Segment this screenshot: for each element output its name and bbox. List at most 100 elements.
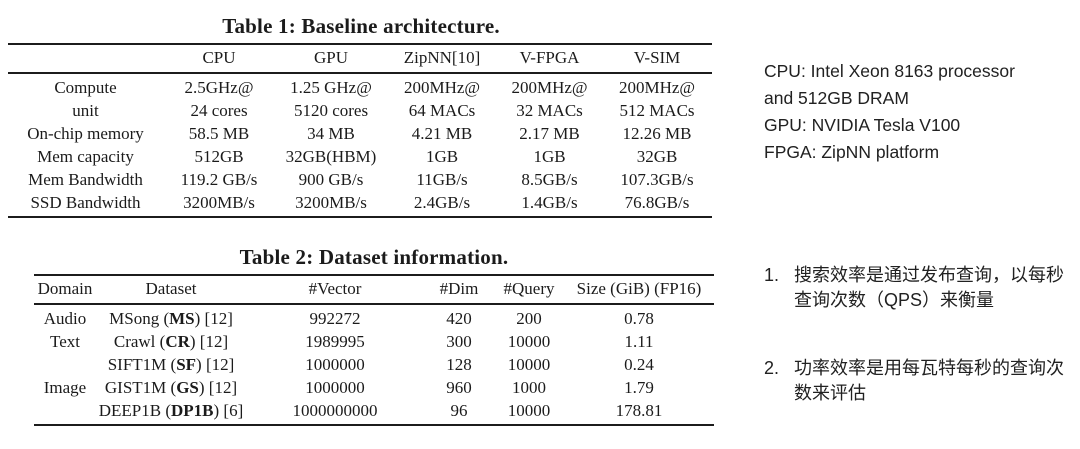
table1-col-header-blank: [8, 44, 163, 74]
dataset-citation: ) [12]: [194, 309, 233, 328]
cell-size: 1.11: [624, 332, 654, 351]
dataset-citation: ) [6]: [213, 401, 244, 420]
cell-domain: [34, 353, 96, 376]
hardware-note-line: FPGA: ZipNN platform: [764, 142, 940, 162]
cell-dataset: SIFT1M (SF) [12]: [96, 353, 246, 376]
cell-domain: [34, 399, 96, 425]
table1-row-onchip-memory: On-chip memory 58.5 MB 34 MB 4.21 MB 2.1…: [8, 122, 712, 145]
cell-vsim: 76.8GB/s: [624, 193, 690, 212]
dataset-name: GIST1M (: [104, 378, 177, 397]
dataset-name: Crawl (: [113, 332, 166, 351]
cell-zipnn: 1GB: [425, 147, 459, 166]
cell-domain: Audio: [43, 309, 87, 328]
baseline-architecture-table: CPU GPU ZipNN[10] V-FPGA V-SIM Compute u…: [8, 43, 712, 218]
table2-col-header-dim: #Dim: [424, 275, 494, 305]
cell-vectors: 1000000: [305, 378, 365, 397]
row-label: SSD Bandwidth: [30, 193, 141, 212]
cell-dataset: Crawl (CR) [12]: [96, 330, 246, 353]
cell-dim: 128: [446, 355, 472, 374]
hardware-note-line: and 512GB DRAM: [764, 88, 909, 108]
cell-zipnn: 4.21 MB: [411, 124, 473, 143]
note-text: 搜索效率是通过发布查询，以每秒 查询次数（QPS）来衡量: [794, 265, 1064, 310]
cell-cpu: 119.2 GB/s: [180, 170, 258, 189]
cell-size: 0.78: [624, 309, 654, 328]
cell-cpu: 3200MB/s: [183, 193, 255, 212]
table2-row-sift1m: SIFT1M (SF) [12] 1000000 128 10000 0.24: [34, 353, 714, 376]
table1-col-header-zipnn: ZipNN[10]: [387, 44, 497, 74]
dataset-abbr: SF: [176, 355, 197, 374]
table1-row-mem-bandwidth: Mem Bandwidth 119.2 GB/s 900 GB/s 11GB/s…: [8, 168, 712, 191]
table2-row-crawl: Text Crawl (CR) [12] 1989995 300 10000 1…: [34, 330, 714, 353]
cell-vsim: 107.3GB/s: [620, 170, 694, 189]
numbered-notes: 1. 搜索效率是通过发布查询，以每秒 查询次数（QPS）来衡量 2. 功率效率是…: [764, 263, 1080, 406]
dataset-citation: ) [12]: [196, 355, 235, 374]
cell-cpu: 58.5 MB: [188, 124, 250, 143]
numbered-note-1: 1. 搜索效率是通过发布查询，以每秒 查询次数（QPS）来衡量: [764, 263, 1080, 313]
cell-vfpga: 8.5GB/s: [521, 170, 578, 189]
cell-zipnn: 200MHz@ 64 MACs: [403, 78, 481, 120]
row-label: Mem capacity: [37, 147, 134, 166]
cell-query: 200: [516, 309, 542, 328]
table2-col-header-domain: Domain: [34, 275, 96, 305]
table2-col-header-vector: #Vector: [246, 275, 424, 305]
dataset-information-table: Domain Dataset #Vector #Dim #Query Size …: [34, 274, 714, 426]
table1-col-header-gpu: GPU: [275, 44, 387, 74]
table2-row-msong: Audio MSong (MS) [12] 992272 420 200 0.7…: [34, 304, 714, 330]
cell-vfpga: 1GB: [533, 147, 566, 166]
table1-caption: Table 1: Baseline architecture.: [222, 14, 500, 38]
note-number: 1.: [764, 265, 780, 285]
notes-panel: CPU: Intel Xeon 8163 processor and 512GB…: [764, 58, 1080, 406]
cell-domain: Image: [43, 378, 87, 397]
cell-size: 1.79: [624, 378, 654, 397]
cell-dim: 420: [446, 309, 472, 328]
hardware-note-line: GPU: NVIDIA Tesla V100: [764, 115, 961, 135]
cell-dim: 300: [446, 332, 472, 351]
dataset-citation: ) [12]: [189, 332, 229, 351]
dataset-abbr: CR: [165, 332, 190, 351]
cell-vectors: 1989995: [305, 332, 365, 351]
dataset-abbr: GS: [176, 378, 199, 397]
table2-header-row: Domain Dataset #Vector #Dim #Query Size …: [34, 275, 714, 305]
cell-query: 10000: [507, 332, 551, 351]
cell-size: 0.24: [624, 355, 654, 374]
cell-dim: 96: [450, 401, 468, 420]
table2-col-header-dataset: Dataset: [96, 275, 246, 305]
table1-header-row: CPU GPU ZipNN[10] V-FPGA V-SIM: [8, 44, 712, 74]
row-label: Mem Bandwidth: [28, 170, 143, 189]
dataset-name: DEEP1B (: [98, 401, 171, 420]
cell-zipnn: 11GB/s: [416, 170, 468, 189]
dataset-name: MSong (: [109, 309, 170, 328]
table1-row-compute-unit: Compute unit 2.5GHz@ 24 cores 1.25 GHz@ …: [8, 73, 712, 122]
table1-col-header-vfpga: V-FPGA: [497, 44, 602, 74]
dataset-name: SIFT1M (: [107, 355, 177, 374]
dataset-citation: ) [12]: [198, 378, 238, 397]
table1-row-ssd-bandwidth: SSD Bandwidth 3200MB/s 3200MB/s 2.4GB/s …: [8, 191, 712, 217]
cell-gpu: 1.25 GHz@ 5120 cores: [290, 78, 372, 120]
cell-query: 1000: [512, 378, 546, 397]
note-text: 功率效率是用每瓦特每秒的查询次 数来评估: [794, 358, 1064, 403]
tables-column: Table 1: Baseline architecture. CPU GPU …: [8, 12, 714, 426]
cell-query: 10000: [507, 401, 551, 420]
cell-dataset: MSong (MS) [12]: [96, 304, 246, 330]
table1-row-mem-capacity: Mem capacity 512GB 32GB(HBM) 1GB 1GB 32G…: [8, 145, 712, 168]
cell-vfpga: 1.4GB/s: [521, 193, 578, 212]
cell-domain: Text: [50, 332, 80, 351]
table2-caption: Table 2: Dataset information.: [239, 245, 509, 269]
cell-zipnn: 2.4GB/s: [413, 193, 471, 212]
cell-gpu: 3200MB/s: [295, 193, 367, 212]
note-number: 2.: [764, 358, 780, 378]
dataset-abbr: MS: [169, 309, 195, 328]
table2-col-header-query: #Query: [494, 275, 564, 305]
hardware-note: CPU: Intel Xeon 8163 processor and 512GB…: [764, 58, 1080, 166]
table1-col-header-vsim: V-SIM: [602, 44, 712, 74]
cell-cpu: 2.5GHz@ 24 cores: [184, 78, 254, 120]
cell-vfpga: 200MHz@ 32 MACs: [511, 78, 588, 120]
hardware-note-line: CPU: Intel Xeon 8163 processor: [764, 61, 1015, 81]
cell-vsim: 32GB: [636, 147, 678, 166]
row-label: Compute unit: [54, 78, 117, 120]
table2-row-gist1m: Image GIST1M (GS) [12] 1000000 960 1000 …: [34, 376, 714, 399]
cell-dataset: DEEP1B (DP1B) [6]: [96, 399, 246, 425]
cell-vectors: 992272: [309, 309, 361, 328]
cell-vectors: 1000000000: [292, 401, 378, 420]
table2-row-deep1b: DEEP1B (DP1B) [6] 1000000000 96 10000 17…: [34, 399, 714, 425]
